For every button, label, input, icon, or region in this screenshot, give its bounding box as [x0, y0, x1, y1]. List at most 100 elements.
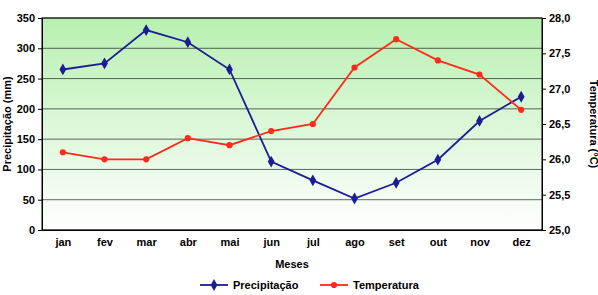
tick-label: ago — [345, 236, 365, 248]
tick-label: 25,0 — [549, 224, 570, 236]
tick-mark — [542, 159, 546, 160]
grid-line — [42, 139, 542, 140]
tick: dez — [512, 230, 531, 248]
tick-label: jul — [306, 236, 320, 248]
tick: 25,5 — [542, 189, 570, 201]
tick-mark — [38, 18, 42, 19]
series-marker — [309, 174, 316, 186]
legend-label: Precipitação — [233, 279, 299, 291]
tick: 150 — [17, 133, 42, 145]
legend: Precipitação Temperatura — [200, 279, 420, 291]
series-marker — [434, 154, 441, 166]
tick-label: mar — [137, 236, 158, 248]
series-marker — [184, 36, 191, 48]
axis-line — [543, 19, 547, 231]
tick-label: 26,0 — [549, 153, 570, 165]
series-marker — [310, 121, 316, 127]
tick: 250 — [17, 73, 42, 85]
tick-label: dez — [512, 236, 531, 248]
tick-label: nov — [470, 236, 490, 248]
series-marker — [59, 64, 66, 76]
tick: 50 — [23, 194, 42, 206]
tick-label: mai — [221, 236, 240, 248]
tick: 27,0 — [542, 83, 570, 95]
series-marker — [476, 71, 482, 77]
tick-label: 200 — [17, 103, 35, 115]
grid-line — [42, 108, 542, 109]
tick-label: 27,0 — [549, 83, 570, 95]
tick-label: 250 — [17, 73, 35, 85]
tick: out — [430, 230, 447, 248]
series-line — [63, 39, 521, 159]
tick-mark — [38, 169, 42, 170]
tick-label: jan — [54, 236, 71, 248]
tick-mark — [38, 48, 42, 49]
tick: 26,0 — [542, 153, 570, 165]
series-marker — [351, 193, 358, 205]
y-axis-title: Precipitação (mm) — [1, 76, 13, 172]
series-marker — [226, 64, 233, 76]
tick-label: 28,0 — [549, 12, 570, 24]
legend-label: Temperatura — [353, 279, 420, 291]
tick-label: out — [430, 236, 447, 248]
tick: mai — [221, 230, 240, 248]
tick: nov — [470, 230, 490, 248]
tick-label: 100 — [17, 163, 35, 175]
series-marker — [351, 64, 357, 70]
grid-line — [42, 169, 542, 170]
tick-label: fev — [97, 236, 114, 248]
tick-label: 27,5 — [549, 47, 570, 59]
legend-marker — [331, 282, 337, 288]
tick-mark — [38, 200, 42, 201]
series-marker — [393, 177, 400, 189]
tick-label: jun — [262, 236, 280, 248]
tick-mark — [38, 79, 42, 80]
tick: 26,5 — [542, 118, 570, 130]
tick-label: 0 — [29, 224, 35, 236]
series-marker — [101, 156, 107, 162]
tick: abr — [180, 230, 198, 248]
tick-mark — [38, 109, 42, 110]
legend-item: Precipitação — [200, 279, 299, 291]
tick: 25,0 — [542, 224, 570, 236]
tick-label: 25,5 — [549, 189, 570, 201]
tick-label: set — [389, 236, 405, 248]
tick: mar — [137, 230, 158, 248]
tick-mark — [542, 89, 546, 90]
tick: jan — [54, 230, 71, 248]
series-marker — [518, 91, 525, 103]
grid-line — [42, 78, 542, 79]
tick-mark — [542, 18, 546, 19]
series-marker — [435, 57, 441, 63]
tick: 300 — [17, 42, 42, 54]
series-marker — [60, 149, 66, 155]
tick-label: 150 — [17, 133, 35, 145]
tick-label: 300 — [17, 42, 35, 54]
series-marker — [143, 24, 150, 36]
tick: 350 — [17, 12, 42, 24]
series-marker — [476, 115, 483, 127]
tick: ago — [345, 230, 365, 248]
series-marker — [226, 142, 232, 148]
chart: jan fev mar abr mai jun jul ago set out nov dez 0 50 1… — [0, 0, 598, 295]
axis-line — [38, 19, 43, 231]
legend-item: Temperatura — [320, 279, 420, 291]
tick-mark — [542, 230, 546, 231]
tick: 0 — [29, 224, 42, 236]
series-marker — [393, 36, 399, 42]
series-marker — [268, 156, 275, 168]
grid-line — [42, 199, 542, 200]
tick-label: 50 — [23, 194, 35, 206]
plot: jan fev mar abr mai jun jul ago set out nov dez 0 50 1… — [17, 12, 571, 248]
tick: fev — [97, 230, 114, 248]
tick: jun — [262, 230, 280, 248]
tick: 200 — [17, 103, 42, 115]
tick-mark — [542, 53, 546, 54]
tick-mark — [542, 195, 546, 196]
tick-label: 350 — [17, 12, 35, 24]
tick: 27,5 — [542, 47, 570, 59]
series-layer — [59, 24, 524, 204]
series-marker — [518, 107, 524, 113]
series-marker — [268, 128, 274, 134]
tick: 28,0 — [542, 12, 570, 24]
